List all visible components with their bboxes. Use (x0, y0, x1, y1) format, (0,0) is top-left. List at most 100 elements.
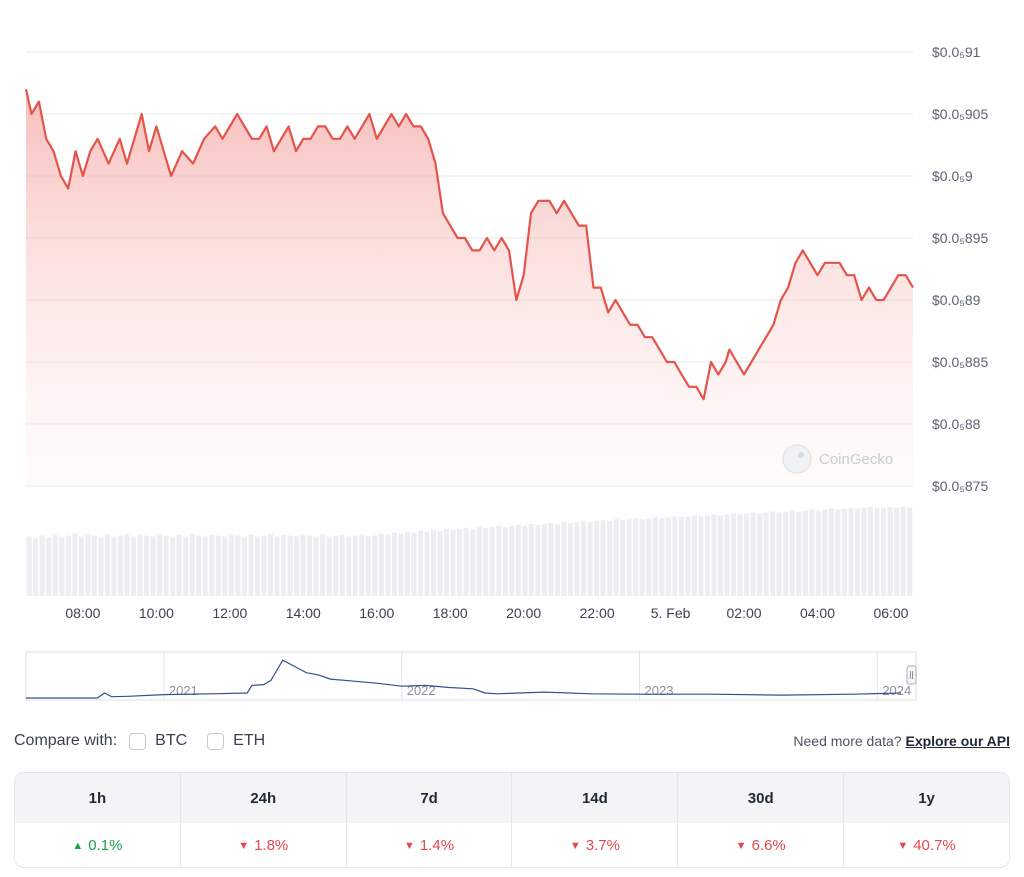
volume-bar (196, 535, 202, 596)
volume-bar (59, 536, 65, 596)
volume-bar (339, 534, 345, 596)
price-line (24, 88, 914, 401)
navigator-line (26, 659, 902, 699)
volume-bar (404, 531, 411, 596)
volume-bar (157, 534, 163, 596)
volume-bar (39, 535, 45, 596)
volume-bar (280, 534, 287, 596)
compare-btc-checkbox[interactable] (129, 732, 147, 750)
volume-bar (620, 520, 626, 596)
volume-bar (300, 534, 306, 596)
volume-bar (85, 534, 91, 596)
volume-bar (170, 537, 176, 596)
volume-bar (815, 510, 821, 596)
volume-bar (483, 527, 489, 596)
y-tick-label: $0.0₅89 (932, 292, 981, 308)
volume-bar (652, 517, 658, 596)
explore-api-link[interactable]: Explore our API (905, 733, 1010, 749)
coingecko-logo-icon (782, 444, 812, 474)
coingecko-eye-icon (798, 452, 804, 458)
y-tick-label: $0.0₅91 (932, 44, 981, 60)
volume-bar (137, 534, 143, 596)
volume-bar (398, 533, 404, 596)
volume-bar (424, 531, 430, 596)
volume-bar (854, 508, 861, 596)
navigator-handle[interactable] (906, 665, 917, 685)
volume-bar (522, 525, 528, 596)
y-tick-label: $0.0₅875 (932, 478, 988, 494)
volume-bar (646, 518, 652, 596)
compare-btc-label: BTC (155, 732, 188, 749)
volume-bar (189, 533, 195, 596)
x-tick-label: 16:00 (359, 605, 394, 621)
price-area (26, 89, 913, 486)
volume-bar (567, 523, 574, 596)
volume-bar (802, 510, 808, 596)
y-tick-label: $0.0₅9 (932, 168, 973, 184)
volume-bar (326, 536, 332, 596)
value-1h: ▲ 0.1% (15, 823, 181, 867)
header-1y: 1y (918, 789, 935, 807)
header-7d: 7d (347, 773, 513, 823)
volume-bar (587, 522, 593, 596)
volume-bar (104, 534, 110, 596)
y-tick-label: $0.0₅905 (932, 106, 988, 122)
volume-bar (730, 513, 737, 596)
volume-bar (444, 528, 450, 596)
volume-bar (600, 520, 606, 596)
x-tick-label: 12:00 (212, 605, 247, 621)
volume-bar (235, 535, 241, 596)
volume-bar (91, 535, 97, 596)
volume-bar (320, 534, 326, 596)
value-24h: ▼ 1.8% (181, 823, 347, 867)
volume-bar (887, 506, 893, 596)
x-tick-label: 5. Feb (651, 605, 691, 621)
volume-bar (789, 510, 795, 596)
volume-bar (717, 515, 724, 596)
volume-bar (874, 507, 880, 596)
volume-bar (704, 515, 711, 596)
volume-bar (757, 513, 763, 596)
volume-bar (528, 524, 534, 596)
volume-bar (163, 535, 169, 596)
compare-row: Compare with: BTC ETH Need more data? Ex… (14, 728, 1010, 754)
volume-bar (796, 511, 802, 596)
volume-bar (228, 534, 234, 596)
volume-bar (52, 534, 58, 596)
volume-bar (365, 536, 371, 596)
volume-bar (561, 522, 567, 596)
volume-bar (313, 537, 319, 596)
watermark-text: CoinGecko (819, 451, 893, 468)
volume-bar (372, 535, 378, 596)
volume-bar (848, 507, 854, 596)
compare-btc-option[interactable]: BTC (129, 732, 187, 750)
volume-bar (333, 535, 339, 596)
volume-bar (594, 521, 600, 596)
compare-eth-checkbox[interactable] (207, 732, 225, 750)
compare-eth-label: ETH (233, 732, 266, 749)
volume-bar (502, 526, 508, 596)
volume-bar (750, 512, 756, 596)
x-tick-label: 18:00 (433, 605, 468, 621)
y-tick-label: $0.0₅895 (932, 230, 988, 246)
caret-down-icon: ▼ (897, 839, 909, 852)
navigator-year-label: 2023 (645, 683, 674, 698)
volume-bar (307, 535, 313, 596)
navigator-year-label: 2024 (882, 683, 911, 698)
volume-bar (574, 522, 580, 596)
compare-eth-option[interactable]: ETH (207, 732, 265, 750)
volume-bar (698, 516, 704, 596)
volume-bar (470, 528, 476, 596)
volume-bar (711, 514, 717, 596)
volume-bar (26, 536, 32, 596)
range-navigator[interactable]: 2021 2022 2023 2024 (25, 651, 917, 701)
volume-bar (98, 537, 104, 596)
navigator-year-label: 2021 (169, 683, 198, 698)
volume-bar (691, 515, 697, 596)
volume-bar (411, 532, 417, 596)
volume-bar (535, 524, 541, 596)
volume-bar (65, 535, 71, 596)
volume-bar (900, 506, 906, 596)
volume-bar (124, 533, 130, 596)
volume-bar (626, 519, 632, 596)
